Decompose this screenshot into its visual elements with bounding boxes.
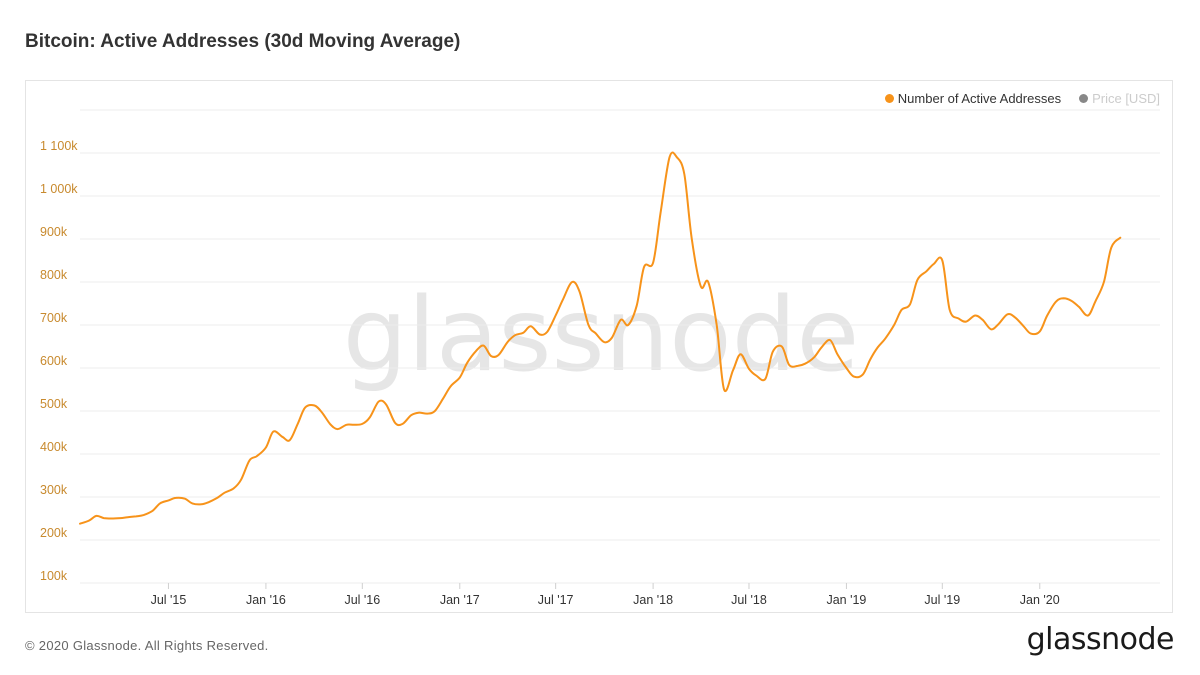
x-tick-label: Jul '15: [151, 593, 187, 607]
x-tick-label: Jan '16: [246, 593, 286, 607]
copyright-text: © 2020 Glassnode. All Rights Reserved.: [25, 638, 269, 653]
x-tick-label: Jul '16: [344, 593, 380, 607]
x-tick-label: Jul '17: [538, 593, 574, 607]
y-tick-label: 800k: [40, 268, 68, 282]
y-tick-label: 700k: [40, 311, 68, 325]
x-tick-label: Jul '18: [731, 593, 767, 607]
legend-item-price[interactable]: Price [USD]: [1079, 91, 1160, 106]
chart-frame: [25, 80, 1173, 613]
y-tick-label: 300k: [40, 483, 68, 497]
series-line-active-addresses: [79, 151, 1122, 525]
y-tick-label: 200k: [40, 526, 68, 540]
y-tick-label: 500k: [40, 397, 68, 411]
series-layer: [79, 151, 1122, 525]
page-title: Bitcoin: Active Addresses (30d Moving Av…: [25, 31, 461, 52]
legend-item-active-addresses[interactable]: Number of Active Addresses: [884, 91, 1062, 106]
y-tick-label: 900k: [40, 225, 68, 239]
legend-label: Price [USD]: [1092, 91, 1160, 106]
legend-label: Number of Active Addresses: [897, 91, 1062, 106]
x-tick-label: Jan '18: [633, 593, 673, 607]
brand-logo: glassnode: [1026, 622, 1175, 657]
x-tick-label: Jul '19: [924, 593, 960, 607]
legend-dot-icon: [1079, 94, 1089, 103]
legend: Number of Active Addresses Price [USD]: [884, 91, 1160, 106]
y-tick-label: 1 000k: [40, 182, 78, 196]
x-tick-label: Jan '17: [440, 593, 480, 607]
x-axis-ticks: Jul '15 Jan '16 Jul '16 Jan '17 Jul '17 Jan '…: [151, 583, 1060, 607]
y-axis-ticks: 100k 200k 300k 400k 500k 600k 700k 800k 900k 1 00…: [40, 139, 78, 583]
y-tick-label: 100k: [40, 569, 68, 583]
y-tick-label: 1 100k: [40, 139, 78, 153]
x-tick-label: Jan '19: [826, 593, 866, 607]
watermark: glassnode: [343, 276, 859, 395]
x-tick-label: Jan '20: [1020, 593, 1060, 607]
y-tick-label: 600k: [40, 354, 68, 368]
legend-dot-icon: [884, 94, 894, 103]
y-tick-label: 400k: [40, 440, 68, 454]
